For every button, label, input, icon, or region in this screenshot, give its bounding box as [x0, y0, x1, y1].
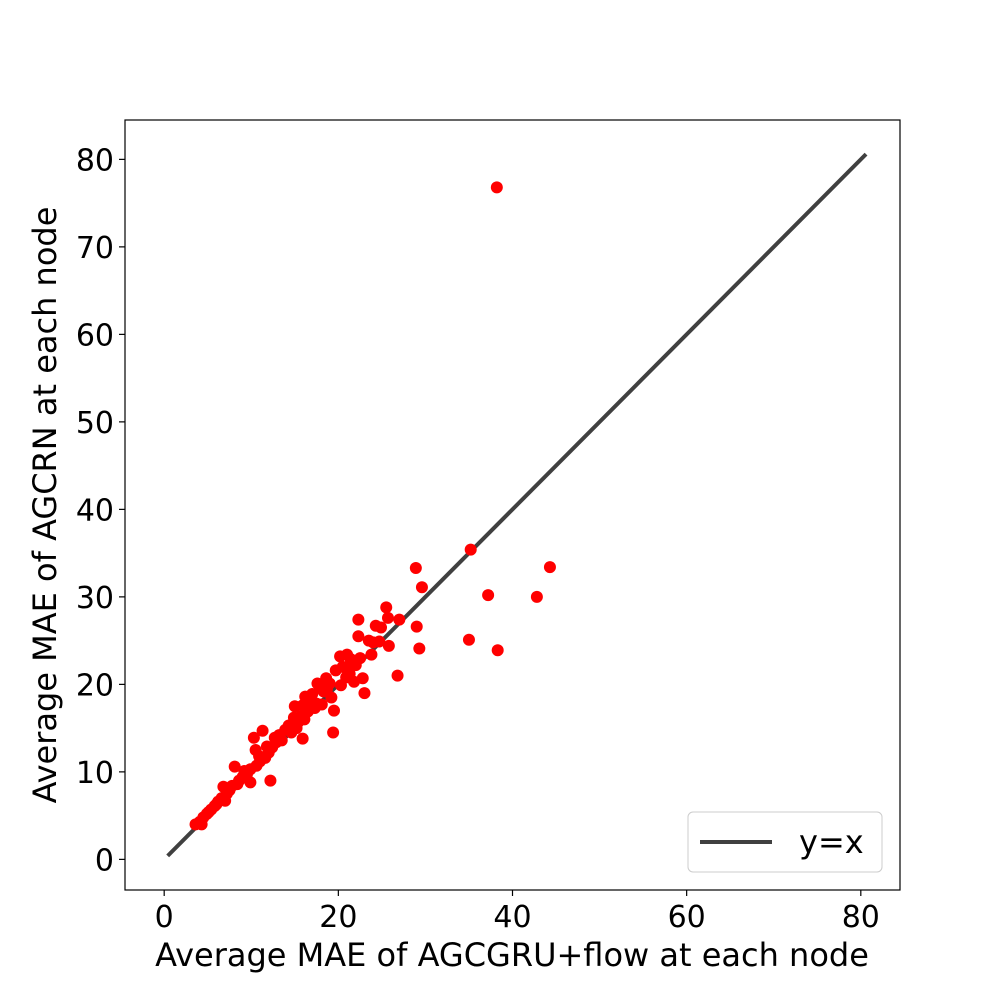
data-point: [482, 589, 495, 602]
data-point: [393, 613, 406, 626]
data-point: [321, 682, 334, 695]
data-point: [413, 642, 426, 655]
y-tick-label: 30: [76, 581, 114, 616]
y-axis-ticks: 0 10 20 30 40 50 60 70 80: [76, 143, 125, 878]
y-tick-label: 50: [76, 406, 114, 441]
y-tick-label: 10: [76, 756, 114, 791]
data-point: [365, 648, 378, 661]
y-tick-label: 20: [76, 668, 114, 703]
legend: y=x: [687, 811, 883, 873]
data-point: [334, 650, 347, 663]
x-axis-label: Average MAE of AGCGRU+flow at each node: [155, 936, 869, 974]
data-points: [189, 181, 556, 831]
data-point: [373, 635, 386, 648]
data-point: [352, 630, 365, 643]
legend-box: [687, 811, 883, 873]
data-point: [464, 543, 477, 556]
x-tick-label: 80: [842, 900, 880, 935]
y-axis-label: Average MAE of AGCRN at each node: [26, 207, 64, 804]
data-point: [462, 633, 475, 646]
data-point: [391, 669, 404, 682]
data-point: [264, 774, 277, 787]
data-point: [210, 798, 223, 811]
data-point: [334, 679, 347, 692]
data-point: [415, 581, 428, 594]
data-point: [381, 611, 394, 624]
x-tick-label: 0: [155, 900, 174, 935]
data-point: [298, 713, 311, 726]
x-tick-label: 40: [493, 900, 531, 935]
data-point: [349, 659, 362, 672]
data-point: [358, 687, 371, 700]
data-point: [382, 639, 395, 652]
data-point: [491, 644, 504, 657]
data-point: [327, 704, 340, 717]
data-point: [310, 697, 323, 710]
data-point: [238, 765, 251, 777]
x-tick-label: 20: [319, 900, 357, 935]
y-tick-label: 60: [76, 318, 114, 353]
data-point: [266, 741, 279, 754]
data-point: [228, 760, 241, 773]
data-point: [380, 601, 393, 614]
y-tick-label: 40: [76, 493, 114, 528]
data-point: [543, 561, 556, 574]
data-point: [490, 181, 503, 194]
data-point: [290, 722, 303, 735]
data-point: [275, 734, 288, 747]
data-point: [288, 700, 301, 713]
data-point: [327, 726, 340, 739]
data-point: [253, 750, 266, 763]
data-point: [202, 806, 215, 819]
data-point: [195, 818, 208, 831]
data-point: [410, 620, 423, 633]
data-point: [329, 664, 342, 677]
x-axis-ticks: 0 20 40 60 80: [155, 890, 880, 935]
data-point: [339, 661, 352, 674]
y-tick-label: 80: [76, 143, 114, 178]
data-point: [352, 613, 365, 626]
data-point: [409, 562, 422, 574]
data-point: [247, 731, 260, 744]
data-point: [231, 778, 244, 791]
data-point: [348, 675, 361, 688]
y-tick-label: 0: [95, 843, 114, 878]
x-tick-label: 60: [668, 900, 706, 935]
data-point: [296, 732, 309, 745]
data-point: [530, 590, 543, 603]
data-point: [244, 776, 257, 789]
data-point: [375, 621, 388, 634]
data-point: [256, 724, 269, 737]
y-tick-label: 70: [76, 231, 114, 266]
legend-label: y=x: [799, 823, 864, 861]
